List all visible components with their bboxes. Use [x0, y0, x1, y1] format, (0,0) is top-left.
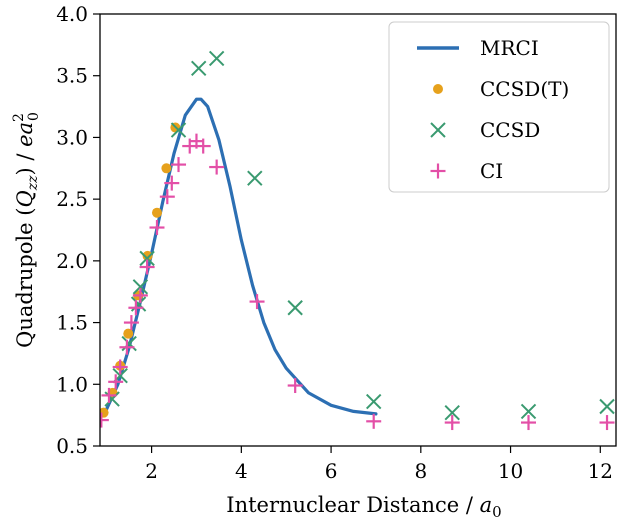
ccsd-point: [444, 404, 460, 421]
ccsd-t-point: [151, 207, 162, 218]
y-tick-label: 0.5: [56, 434, 88, 458]
ci-point: [101, 387, 117, 403]
ccsd-point: [365, 393, 382, 410]
ci-point: [159, 189, 175, 205]
legend-label: MRCI: [480, 36, 539, 60]
y-axis-label-unit-superscript: 2: [11, 113, 27, 122]
y-tick-label: 3.5: [56, 64, 88, 88]
ci-point: [123, 315, 139, 331]
ci-point: [164, 175, 180, 191]
ci-point: [139, 259, 155, 275]
ci-point: [108, 374, 124, 390]
ci-point: [119, 339, 135, 355]
ccsd-point: [191, 60, 207, 77]
ci-point: [287, 378, 303, 394]
x-tick-label: 10: [498, 459, 523, 483]
ci-point: [112, 359, 128, 375]
x-tick-label: 12: [588, 459, 613, 483]
ccsd-point: [208, 50, 225, 67]
ccsd-t-point: [161, 163, 172, 174]
x-tick-label: 6: [325, 459, 338, 483]
legend-swatch-ccsd-t: [433, 84, 443, 94]
mrci-line: [105, 97, 378, 416]
y-tick-label: 1.5: [56, 311, 88, 335]
legend: MRCI CCSD(T) CCSD CI: [388, 21, 610, 193]
ci-point: [249, 294, 265, 310]
ci-point: [132, 287, 148, 303]
y-tick-label: 3.0: [56, 125, 88, 149]
y-axis-label: Quadrupole (Qzz) / ea20: [11, 112, 42, 348]
y-tick-label: 4.0: [56, 2, 88, 26]
ccsd-t-point: [142, 250, 153, 261]
ci-point: [209, 159, 225, 175]
legend-label: CCSD: [480, 118, 540, 142]
y-axis-label-middle: ) /: [13, 147, 37, 176]
plot-frame: [99, 13, 617, 447]
legend-swatch-ccsd: [430, 122, 446, 138]
ccsd-point: [170, 122, 187, 138]
ci-point: [444, 415, 460, 431]
plot-area: [100, 50, 615, 431]
legend-label: CI: [480, 159, 503, 183]
y-axis-label-symbol: Q: [13, 190, 37, 207]
y-tick-label: 1.0: [56, 372, 88, 396]
x-tick-label: 8: [414, 459, 427, 483]
x-axis-label: Internuclear Distance / a0: [226, 493, 501, 520]
ci-point: [149, 220, 165, 236]
ci-point: [366, 413, 382, 429]
ci-point: [128, 300, 144, 316]
x-axis-label-subscript: 0: [492, 503, 502, 520]
y-axis-label-text: Quadrupole (: [13, 208, 37, 348]
ccsd-point: [599, 398, 615, 415]
ci-point: [171, 157, 187, 173]
ccsd-t-point: [123, 328, 134, 339]
ccsd-point: [287, 300, 303, 316]
x-axis-label-text: Internuclear Distance /: [226, 493, 479, 517]
y-tick-label: 2.5: [56, 187, 88, 211]
legend-frame: [388, 21, 610, 193]
ccsd-point: [247, 170, 263, 186]
y-axis-label-subscript: zz: [25, 175, 41, 191]
ci-point: [521, 415, 537, 431]
x-axis-label-symbol: a: [480, 493, 493, 517]
x-axis: 2 4 6 8 10 12: [145, 446, 613, 483]
ci-point: [100, 412, 109, 428]
y-axis: 0.5 1.0 1.5 2.0 2.5 3.0 3.5 4.0: [56, 2, 100, 458]
ccsd-point: [520, 403, 537, 420]
y-tick-label: 2.0: [56, 249, 88, 273]
x-tick-label: 4: [235, 459, 248, 483]
x-tick-label: 2: [145, 459, 158, 483]
y-axis-label-unit: ea: [13, 122, 37, 147]
y-axis-label-unit-subscript: 0: [26, 112, 42, 121]
ccsd-point: [139, 250, 155, 267]
ccsd-point: [132, 279, 149, 295]
legend-label: CCSD(T): [480, 77, 569, 101]
ci-point: [195, 138, 211, 154]
ci-point: [599, 415, 615, 431]
legend-swatch-ci: [430, 163, 446, 179]
